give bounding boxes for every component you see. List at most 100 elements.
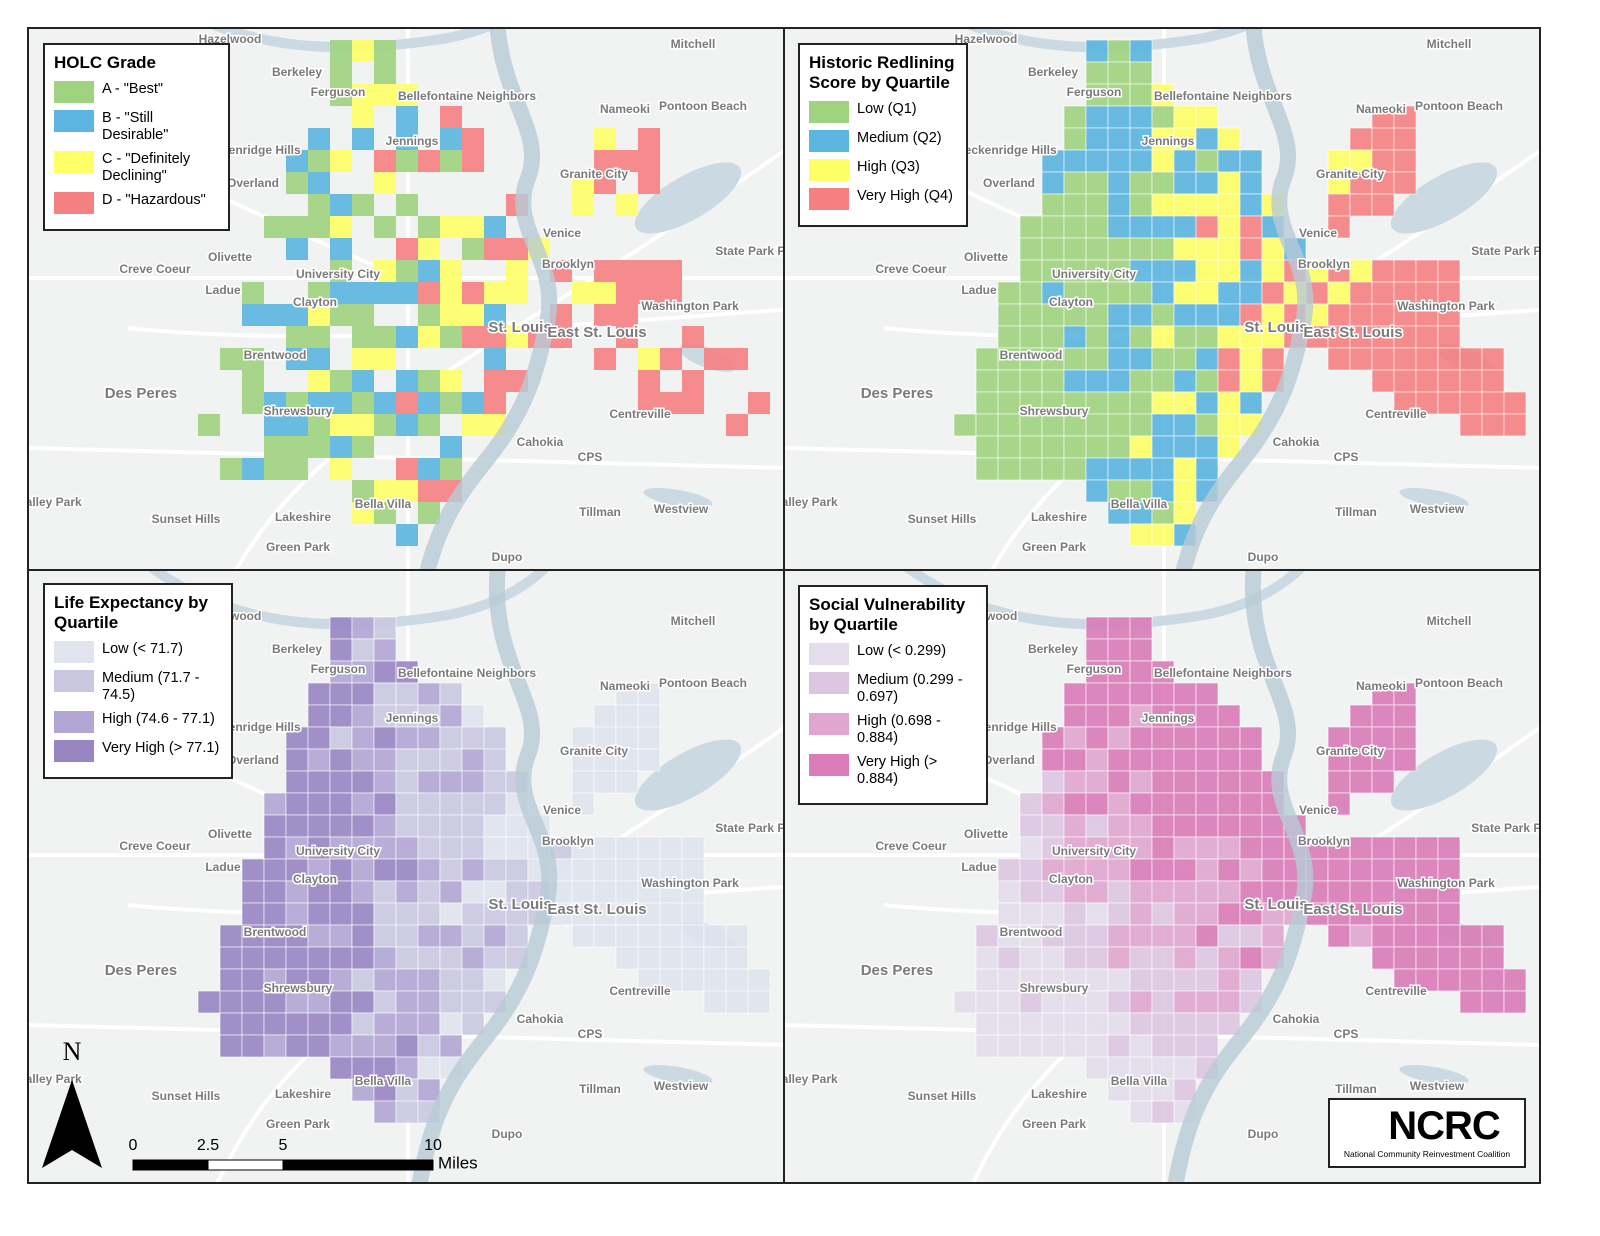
legend-item: A - "Best"	[54, 81, 218, 103]
scale-unit: Miles	[438, 1153, 478, 1172]
tract	[373, 1034, 397, 1058]
tract	[1217, 193, 1241, 217]
tract	[351, 880, 375, 904]
tract	[1085, 237, 1109, 261]
logo-tagline: National Community Reinvestment Coalitio…	[1343, 1149, 1511, 1159]
tract	[286, 348, 308, 370]
legend-label: Medium (71.7 - 74.5)	[102, 670, 200, 703]
tract	[1195, 748, 1219, 772]
tract	[374, 216, 396, 238]
tract	[1173, 814, 1197, 838]
tract	[329, 792, 353, 816]
tract	[1173, 501, 1197, 525]
tract	[351, 1034, 375, 1058]
tract	[975, 1012, 999, 1036]
tract	[483, 814, 507, 838]
tract	[307, 770, 331, 794]
legend-item: Low (Q1)	[809, 101, 956, 123]
tract	[1415, 325, 1439, 349]
tract	[440, 304, 462, 326]
tract	[726, 414, 748, 436]
place-label: Berkeley	[272, 642, 322, 656]
tract	[1217, 726, 1241, 750]
tract	[241, 858, 265, 882]
tract	[1217, 704, 1241, 728]
tract	[1217, 281, 1241, 305]
tract	[352, 326, 374, 348]
tract	[1063, 325, 1087, 349]
tract	[997, 281, 1021, 305]
tract	[352, 502, 374, 524]
tract	[1349, 858, 1373, 882]
tract	[285, 792, 309, 816]
place-label: State Park Place	[1471, 821, 1565, 835]
tract	[1173, 413, 1197, 437]
place-label: Dupo	[1248, 550, 1279, 564]
tract	[616, 150, 638, 172]
place-label: Valley Park	[774, 495, 838, 509]
tract	[1327, 193, 1351, 217]
tract	[1063, 369, 1087, 393]
tract	[484, 304, 506, 326]
tract	[439, 946, 463, 970]
tract	[1239, 171, 1263, 195]
tract	[285, 814, 309, 838]
tract	[395, 792, 419, 816]
tract	[285, 770, 309, 794]
tract	[263, 836, 287, 860]
tract	[704, 348, 726, 370]
tract	[1195, 171, 1219, 195]
tract	[1151, 1100, 1175, 1124]
tract	[1085, 946, 1109, 970]
panel-border	[783, 569, 1541, 1184]
tract	[1217, 391, 1241, 415]
place-label: Lakeshire	[1031, 1087, 1087, 1101]
tract	[440, 282, 462, 304]
tract	[373, 726, 397, 750]
tract	[1085, 748, 1109, 772]
tract	[1349, 303, 1373, 327]
place-label: Washington Park	[641, 876, 739, 890]
place-label: East St. Louis	[1303, 901, 1402, 918]
tract	[329, 748, 353, 772]
tract	[1019, 902, 1043, 926]
tract	[461, 946, 485, 970]
tract	[1107, 946, 1131, 970]
tract	[1415, 836, 1439, 860]
tract	[373, 682, 397, 706]
tract	[1151, 325, 1175, 349]
tract	[1107, 369, 1131, 393]
tract	[1151, 259, 1175, 283]
tract	[1173, 369, 1197, 393]
tract	[1195, 391, 1219, 415]
tract	[1085, 457, 1109, 481]
tract	[681, 946, 705, 970]
tract	[1151, 836, 1175, 860]
tract	[505, 836, 529, 860]
lake	[1390, 739, 1498, 811]
tract	[1503, 391, 1527, 415]
tract	[1041, 1012, 1065, 1036]
place-label: Des Peres	[105, 962, 178, 979]
place-label: State Park Place	[715, 244, 809, 258]
tract	[1371, 369, 1395, 393]
tract	[351, 1012, 375, 1036]
place-label: Dupo	[492, 1127, 523, 1141]
tract	[616, 282, 638, 304]
tract	[395, 880, 419, 904]
tract	[1239, 726, 1263, 750]
tract	[1129, 171, 1153, 195]
place-label: Berkeley	[1028, 65, 1078, 79]
tract	[1393, 347, 1417, 371]
place-label: Olivette	[208, 827, 252, 841]
lake	[1399, 488, 1469, 508]
tract	[308, 216, 330, 238]
tract	[241, 968, 265, 992]
legend-title: Social Vulnerability by Quartile	[809, 595, 966, 634]
tract	[1151, 748, 1175, 772]
tract	[1217, 1012, 1241, 1036]
tract	[1151, 990, 1175, 1014]
place-label: Green Park	[1022, 540, 1086, 554]
place-label: Pontoon Beach	[659, 99, 747, 113]
tract	[1085, 924, 1109, 948]
